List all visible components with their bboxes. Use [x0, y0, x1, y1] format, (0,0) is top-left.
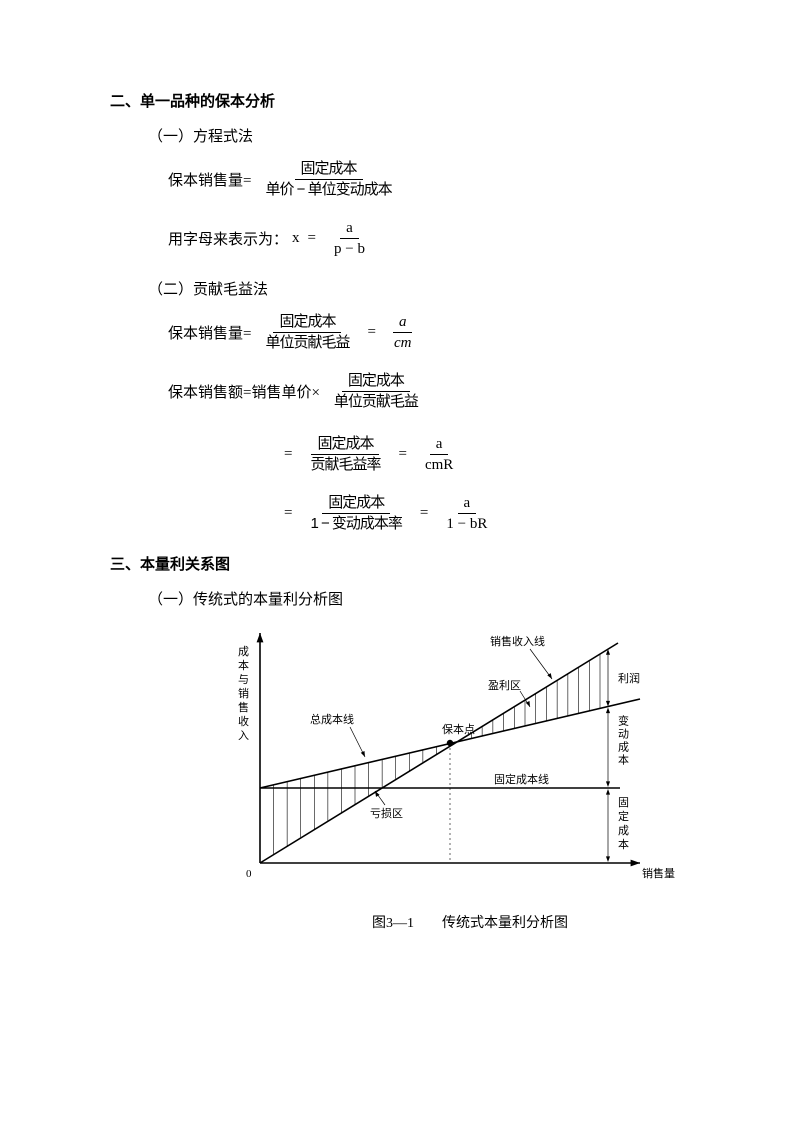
frac-num: 固定成本 [295, 160, 363, 180]
svg-text:本: 本 [238, 658, 249, 672]
frac-den: 1 − bR [440, 514, 493, 533]
svg-text:利润: 利润 [618, 671, 640, 685]
frac-num: 固定成本 [342, 372, 410, 392]
frac-den: 单价 − 单位变动成本 [259, 180, 397, 199]
frac-num: a [458, 494, 477, 514]
formula-bao-ben-qty-cm: 保本销售量= 固定成本 单位贡献毛益 = a cm [168, 313, 700, 352]
equals-sign: = [420, 505, 428, 522]
svg-text:盈利区: 盈利区 [488, 679, 521, 692]
svg-text:销售量: 销售量 [642, 866, 675, 880]
frac-den: 贡献毛益率 [304, 455, 386, 474]
svg-text:变: 变 [618, 713, 629, 727]
formula-line-5: = 固定成本 贡献毛益率 = a cmR [280, 435, 700, 474]
frac-den: cmR [419, 455, 459, 474]
svg-text:收: 收 [238, 714, 249, 728]
svg-text:本: 本 [618, 837, 629, 851]
svg-text:动: 动 [618, 727, 629, 740]
frac-den: 单位贡献毛益 [328, 392, 424, 411]
formula-letter-form: 用字母来表示为： x = a p − b [168, 219, 700, 258]
svg-text:售: 售 [238, 700, 249, 714]
svg-text:定: 定 [618, 809, 629, 823]
cvp-chart-svg: 成本与销售收入0销售量利润变动成本固定成本销售收入线盈利区总成本线保本点固定成本… [200, 623, 680, 903]
equals-sign: = [398, 446, 406, 463]
svg-text:成: 成 [618, 824, 629, 837]
svg-text:固: 固 [618, 796, 629, 809]
svg-text:成: 成 [238, 645, 249, 658]
figure-caption: 图3—1 传统式本量利分析图 [240, 912, 700, 932]
formula-prefix: 保本销售量= [168, 169, 251, 190]
formula-prefix: 用字母来表示为： [168, 228, 288, 249]
frac-num: 固定成本 [311, 435, 379, 455]
subsection-3-1: （一）传统式的本量利分析图 [148, 588, 700, 609]
frac-num: a [340, 219, 359, 239]
svg-text:本: 本 [618, 752, 629, 766]
equals-sign: = [308, 230, 316, 247]
frac-den: cm [388, 333, 418, 352]
svg-text:固定成本线: 固定成本线 [494, 772, 549, 786]
equals-sign: = [367, 324, 375, 341]
svg-text:成: 成 [618, 740, 629, 753]
svg-text:总成本线: 总成本线 [310, 712, 354, 726]
svg-text:销售收入线: 销售收入线 [490, 634, 545, 648]
frac-den: 1 − 变动成本率 [304, 514, 407, 533]
subsection-2-2: （二）贡献毛益法 [148, 278, 700, 299]
svg-text:保本点: 保本点 [442, 722, 475, 736]
equals-sign: = [284, 446, 292, 463]
frac-den: p − b [328, 239, 371, 258]
subsection-2-1: （一）方程式法 [148, 125, 700, 146]
cvp-chart: 成本与销售收入0销售量利润变动成本固定成本销售收入线盈利区总成本线保本点固定成本… [200, 623, 700, 932]
frac-num: a [393, 313, 413, 333]
formula-prefix: 保本销售额=销售单价× [168, 381, 320, 402]
formula-lhs: x [292, 230, 300, 247]
formula-bao-ben-amt: 保本销售额=销售单价× 固定成本 单位贡献毛益 [168, 372, 700, 411]
svg-text:亏损区: 亏损区 [370, 806, 403, 820]
frac-den: 单位贡献毛益 [259, 333, 355, 352]
formula-bao-ben-qty-eq: 保本销售量= 固定成本 单价 − 单位变动成本 [168, 160, 700, 199]
section-2-title: 二、单一品种的保本分析 [110, 90, 700, 111]
equals-sign: = [284, 505, 292, 522]
formula-line-6: = 固定成本 1 − 变动成本率 = a 1 − bR [280, 494, 700, 533]
section-3-title: 三、本量利关系图 [110, 553, 700, 574]
frac-num: a [430, 435, 449, 455]
frac-num: 固定成本 [273, 313, 341, 333]
frac-num: 固定成本 [322, 494, 390, 514]
svg-text:入: 入 [238, 730, 249, 742]
svg-text:与: 与 [238, 673, 249, 686]
svg-text:销: 销 [238, 686, 249, 700]
formula-prefix: 保本销售量= [168, 322, 251, 343]
svg-text:0: 0 [246, 868, 252, 880]
